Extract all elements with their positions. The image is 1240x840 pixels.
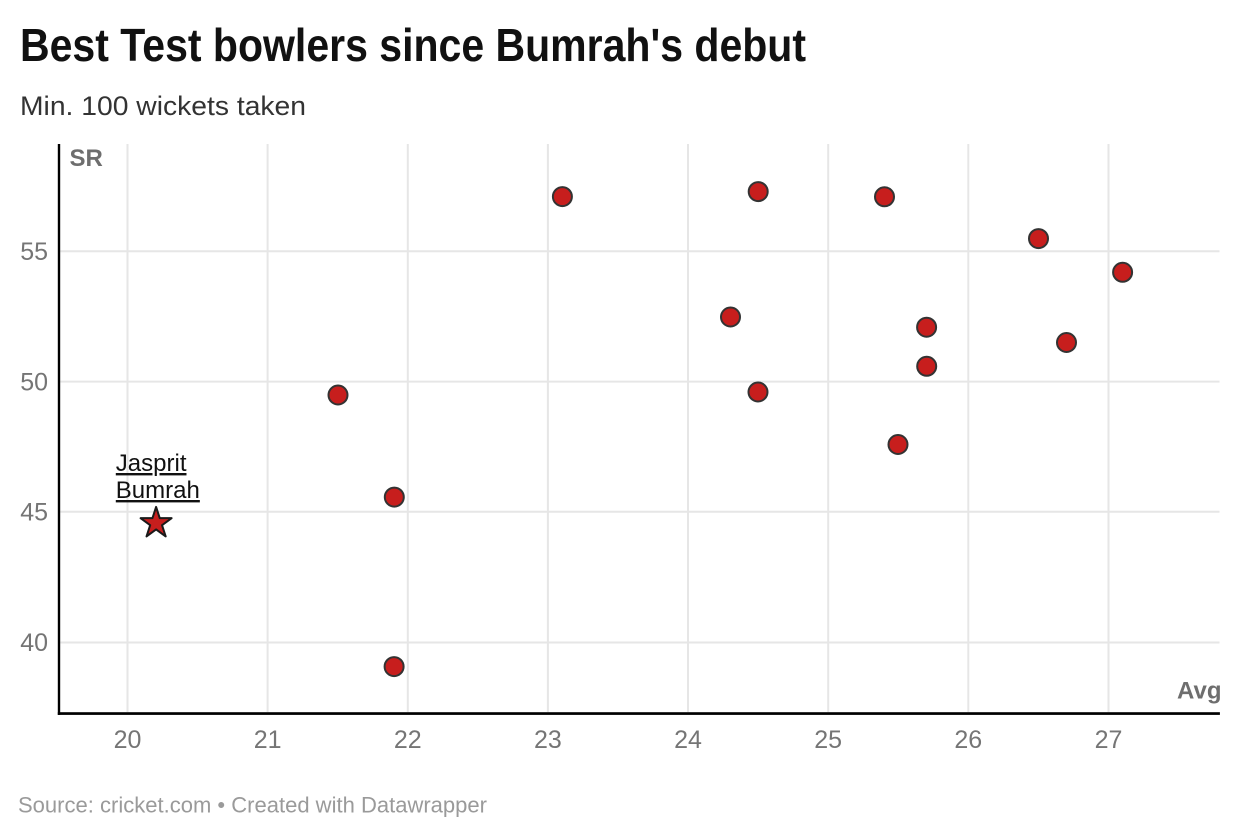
svg-text:20: 20 — [114, 726, 142, 754]
svg-text:Min. 100 wickets taken: Min. 100 wickets taken — [20, 91, 306, 121]
svg-text:Bumrah: Bumrah — [116, 477, 200, 504]
svg-text:24: 24 — [674, 726, 702, 754]
svg-text:40: 40 — [20, 629, 48, 657]
svg-text:Source: cricket.com • Created: Source: cricket.com • Created with Dataw… — [18, 792, 487, 817]
svg-text:22: 22 — [394, 726, 422, 754]
svg-text:27: 27 — [1095, 726, 1123, 754]
svg-text:55: 55 — [20, 238, 48, 266]
svg-text:Jasprit: Jasprit — [116, 450, 187, 477]
svg-text:Avg: Avg — [1177, 678, 1221, 705]
svg-text:21: 21 — [254, 726, 282, 754]
svg-text:25: 25 — [814, 726, 842, 754]
svg-text:Best Test bowlers since Bumrah: Best Test bowlers since Bumrah's debut — [20, 19, 806, 71]
svg-text:45: 45 — [20, 499, 48, 527]
svg-text:26: 26 — [954, 726, 982, 754]
svg-text:23: 23 — [534, 726, 562, 754]
svg-text:SR: SR — [70, 145, 103, 172]
svg-text:50: 50 — [20, 368, 48, 396]
